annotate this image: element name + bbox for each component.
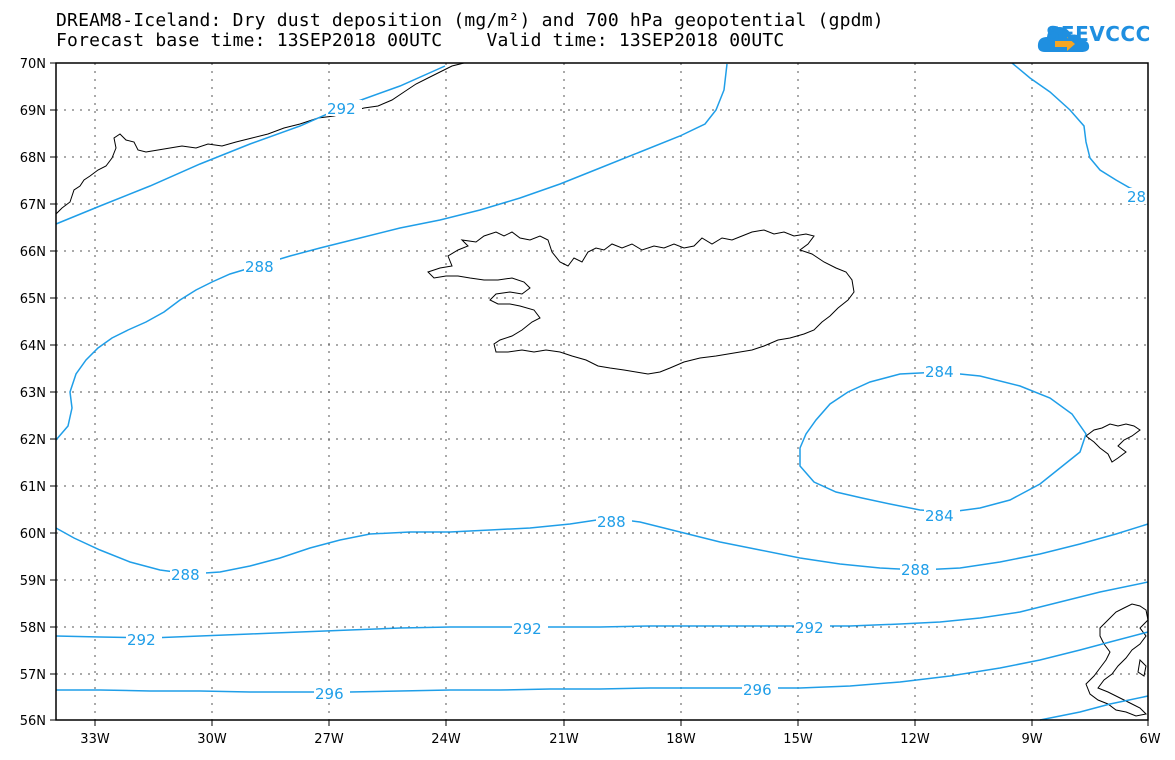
contour-label: 292 — [127, 631, 156, 649]
latitude-label: 59N — [20, 574, 46, 589]
longitude-label: 9W — [1021, 732, 1042, 747]
longitude-label: 21W — [549, 732, 579, 747]
latitude-label: 65N — [20, 292, 46, 307]
longitude-label: 15W — [783, 732, 813, 747]
contour-label-group: 292 288 28 284 284 288 288 288 292 292 2… — [126, 100, 1148, 703]
faroe-coast — [1085, 423, 1141, 463]
longitude-labels: 33W 30W 27W 24W 21W 18W 15W 12W 9W 6W — [80, 732, 1160, 747]
forecast-times: Forecast base time: 13SEP2018 00UTC Vali… — [56, 30, 785, 51]
map-title: DREAM8-Iceland: Dry dust deposition (mg/… — [56, 10, 884, 31]
longitude-label: 12W — [900, 732, 930, 747]
latitude-label: 58N — [20, 621, 46, 636]
latitude-labels: 70N 69N 68N 67N 66N 65N 64N 63N 62N 61N … — [20, 57, 46, 729]
coastlines — [55, 62, 1149, 717]
latitude-label: 62N — [20, 433, 46, 448]
contour-label: 288 — [901, 561, 930, 579]
contour-296 — [56, 631, 1149, 693]
shetland-coast — [1137, 658, 1147, 677]
latitude-label: 69N — [20, 104, 46, 119]
cloud-arrow-icon — [1037, 27, 1090, 52]
longitude-label: 24W — [431, 732, 461, 747]
contour-292-south — [55, 581, 1149, 639]
longitude-label: 27W — [314, 732, 344, 747]
latitude-label: 67N — [20, 198, 46, 213]
longitude-label: 18W — [666, 732, 696, 747]
contour-label: 296 — [315, 685, 344, 703]
contour-label: 296 — [743, 681, 772, 699]
contour-label: 284 — [925, 363, 954, 381]
contour-label: 28 — [1127, 188, 1146, 206]
contour-280s-east — [1011, 62, 1149, 195]
contour-label: 292 — [795, 619, 824, 637]
contour-label: 292 — [513, 620, 542, 638]
grid-lines — [56, 63, 1148, 720]
iceland-coast — [427, 229, 855, 375]
contour-label: 284 — [925, 507, 954, 525]
contour-288-north — [55, 63, 728, 441]
scotland-coast — [1085, 603, 1149, 717]
latitude-label: 68N — [20, 151, 46, 166]
latitude-label: 57N — [20, 668, 46, 683]
longitude-label: 6W — [1139, 732, 1160, 747]
latitude-label: 61N — [20, 480, 46, 495]
contour-label: 288 — [245, 258, 274, 276]
longitude-label: 33W — [80, 732, 110, 747]
contour-southeast-edge — [1039, 695, 1149, 721]
greenland-coast — [55, 62, 465, 215]
latitude-label: 56N — [20, 714, 46, 729]
contour-label: 288 — [171, 566, 200, 584]
contour-label: 288 — [597, 513, 626, 531]
latitude-label: 66N — [20, 245, 46, 260]
latitude-label: 64N — [20, 339, 46, 354]
contour-label: 292 — [327, 100, 356, 118]
longitude-label: 30W — [197, 732, 227, 747]
axis-ticks — [50, 62, 1149, 726]
latitude-label: 70N — [20, 57, 46, 72]
latitude-label: 60N — [20, 527, 46, 542]
latitude-label: 63N — [20, 386, 46, 401]
contour-284-low — [799, 371, 1087, 513]
contour-292-north — [55, 65, 446, 225]
logo-text: SEEVCCC — [1046, 22, 1151, 46]
